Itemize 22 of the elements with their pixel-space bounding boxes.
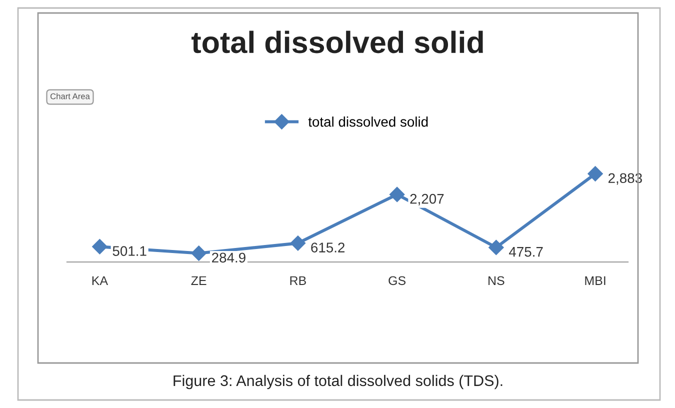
- point: [588, 166, 603, 182]
- point: [191, 246, 206, 261]
- data-label: 284.9: [212, 252, 246, 263]
- x-tick-label: MBI: [585, 276, 606, 285]
- data-label: 501.1: [112, 246, 146, 256]
- chart-title: total dissolved solid: [192, 30, 483, 54]
- x-tick-label: ZE: [191, 276, 206, 285]
- x-tick-label: RB: [290, 276, 306, 285]
- x-tick-label: GS: [388, 276, 406, 286]
- point: [92, 239, 108, 254]
- x-tick-label: NS: [488, 276, 504, 286]
- text: Chart Area: [50, 93, 90, 100]
- legend-label: total dissolved solid: [308, 116, 428, 127]
- data-label: 2,207: [410, 194, 444, 206]
- x-tick-label: KA: [92, 276, 108, 285]
- point: [389, 186, 405, 202]
- data-label: 2,883: [608, 173, 642, 185]
- data-label: 615.2: [311, 242, 344, 252]
- point: [290, 236, 306, 251]
- caption: Figure 3: Analysis of total dissolved solids (TDS).: [174, 374, 502, 390]
- point: [488, 240, 504, 256]
- data-label: 475.7: [508, 247, 543, 257]
